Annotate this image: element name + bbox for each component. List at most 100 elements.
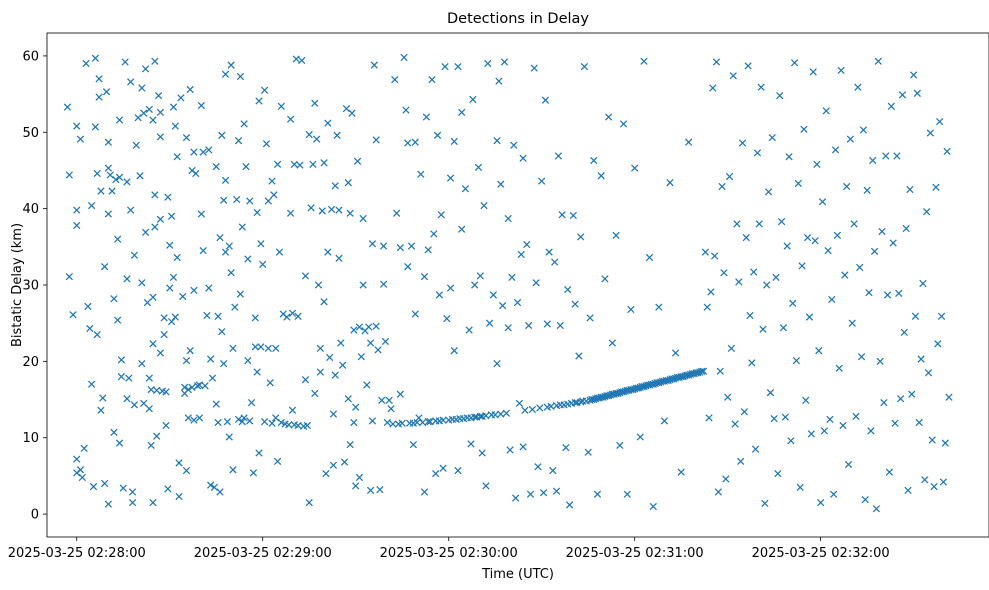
data-point bbox=[601, 275, 609, 283]
data-point bbox=[629, 385, 637, 394]
data-point bbox=[182, 356, 191, 365]
data-point bbox=[725, 172, 734, 181]
data-point bbox=[794, 179, 802, 188]
data-point bbox=[207, 355, 215, 363]
data-point bbox=[82, 59, 90, 68]
data-point bbox=[114, 235, 122, 243]
data-point bbox=[251, 343, 259, 351]
data-point bbox=[251, 314, 259, 322]
data-point bbox=[565, 501, 574, 509]
data-point bbox=[684, 138, 693, 146]
data-point bbox=[227, 61, 235, 69]
data-point bbox=[902, 224, 910, 233]
data-point bbox=[604, 113, 613, 121]
data-point bbox=[320, 298, 328, 306]
data-point bbox=[378, 396, 386, 404]
data-point bbox=[854, 83, 862, 91]
data-point bbox=[385, 396, 393, 404]
data-point bbox=[826, 415, 834, 424]
data-point bbox=[264, 344, 272, 353]
data-point bbox=[450, 347, 458, 355]
data-point bbox=[220, 360, 228, 368]
data-point bbox=[921, 476, 929, 484]
data-point bbox=[502, 409, 510, 417]
data-point bbox=[350, 418, 358, 427]
data-point bbox=[469, 95, 477, 104]
data-point bbox=[634, 384, 643, 392]
data-point bbox=[123, 178, 131, 186]
data-point bbox=[664, 376, 672, 385]
data-point bbox=[156, 215, 165, 223]
data-point bbox=[584, 448, 592, 456]
data-point bbox=[612, 231, 620, 240]
y-tick-label: 60 bbox=[22, 49, 39, 64]
data-point bbox=[532, 279, 540, 287]
data-point bbox=[705, 414, 713, 422]
data-point bbox=[169, 103, 178, 111]
data-point bbox=[259, 260, 267, 269]
data-point bbox=[180, 383, 189, 391]
data-point bbox=[260, 418, 269, 426]
data-point bbox=[114, 316, 122, 324]
data-point bbox=[865, 288, 873, 297]
data-point bbox=[590, 395, 598, 404]
data-point bbox=[207, 481, 215, 489]
data-point bbox=[820, 427, 829, 435]
data-point bbox=[324, 119, 332, 127]
data-point bbox=[298, 56, 306, 65]
data-point bbox=[260, 86, 269, 94]
data-point bbox=[430, 230, 438, 238]
data-point bbox=[759, 325, 767, 333]
data-point bbox=[882, 152, 890, 160]
data-point bbox=[400, 53, 408, 62]
x-tick-label: 2025-03-25 02:32:00 bbox=[752, 546, 890, 561]
data-point bbox=[924, 369, 933, 377]
data-point bbox=[774, 469, 782, 478]
data-point bbox=[534, 463, 542, 471]
data-point bbox=[923, 208, 931, 216]
data-point bbox=[335, 254, 343, 262]
data-point bbox=[86, 324, 94, 333]
data-point bbox=[777, 217, 786, 226]
data-point bbox=[498, 301, 507, 310]
data-point bbox=[225, 242, 233, 250]
data-point bbox=[268, 177, 276, 185]
data-point bbox=[554, 152, 563, 160]
data-point bbox=[140, 109, 148, 117]
data-point bbox=[926, 129, 935, 137]
data-point bbox=[850, 220, 858, 228]
data-point bbox=[164, 193, 172, 201]
data-point bbox=[277, 418, 285, 427]
data-point bbox=[376, 486, 384, 494]
data-point bbox=[848, 319, 856, 327]
data-point bbox=[149, 293, 157, 301]
data-point bbox=[346, 440, 354, 449]
data-point bbox=[898, 91, 907, 99]
data-point bbox=[149, 116, 157, 124]
data-point bbox=[233, 195, 241, 204]
data-point bbox=[231, 303, 239, 311]
data-point bbox=[210, 483, 219, 492]
data-point bbox=[543, 320, 551, 328]
data-point bbox=[244, 255, 252, 263]
data-point bbox=[110, 295, 118, 303]
data-point bbox=[359, 214, 367, 223]
data-point bbox=[465, 326, 473, 334]
data-point bbox=[435, 291, 444, 299]
data-point bbox=[562, 444, 570, 452]
data-point bbox=[78, 473, 86, 482]
data-point bbox=[839, 421, 847, 430]
data-point bbox=[815, 347, 823, 355]
data-point bbox=[272, 414, 280, 422]
data-point bbox=[391, 75, 399, 84]
data-point bbox=[220, 196, 228, 204]
data-point bbox=[932, 183, 940, 191]
data-point bbox=[272, 344, 280, 353]
chart-title: Detections in Delay bbox=[447, 11, 589, 27]
data-point bbox=[203, 311, 211, 320]
data-point bbox=[95, 93, 103, 101]
data-point bbox=[694, 369, 702, 377]
data-point bbox=[123, 275, 131, 283]
data-point bbox=[861, 495, 869, 504]
data-point bbox=[296, 161, 304, 169]
